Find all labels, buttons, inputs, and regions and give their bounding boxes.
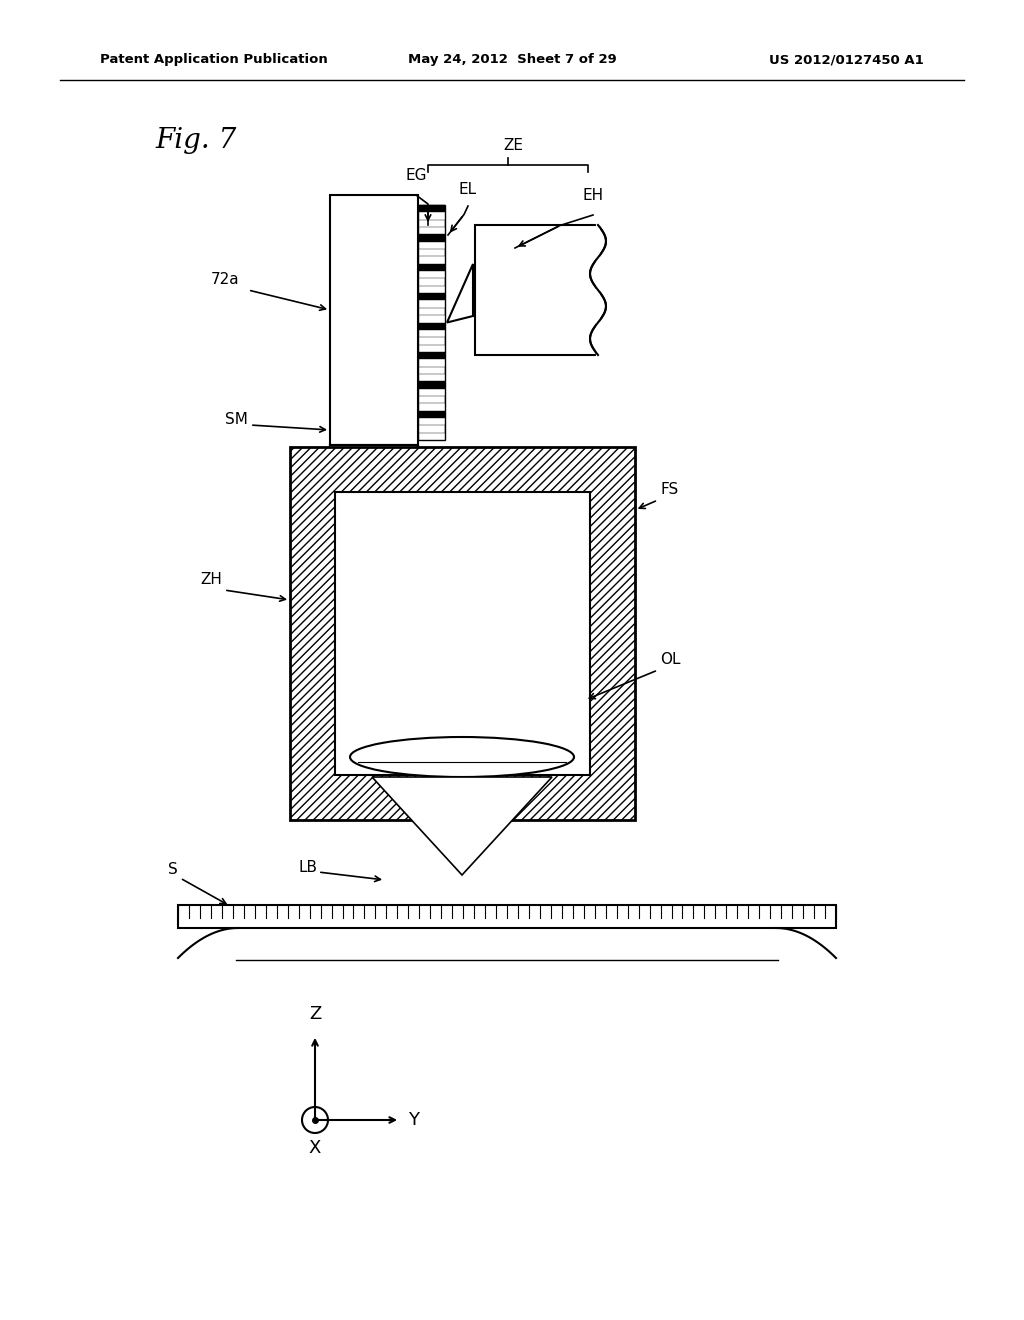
Bar (178, 906, 836, 928)
Bar (330, 195, 418, 445)
Bar (418, 381, 445, 388)
Bar (335, 492, 590, 775)
Bar (418, 219, 445, 227)
Text: X: X (309, 1139, 322, 1158)
Polygon shape (372, 777, 552, 875)
Bar (418, 308, 445, 315)
Text: EH: EH (583, 189, 603, 203)
Bar (418, 205, 445, 213)
Bar (418, 205, 445, 440)
Text: EL: EL (459, 181, 477, 197)
Bar (418, 396, 445, 404)
Bar (418, 352, 445, 359)
Bar (418, 235, 445, 242)
Text: Fig. 7: Fig. 7 (155, 127, 237, 153)
Text: OL: OL (660, 652, 681, 668)
Bar (418, 322, 445, 330)
Bar (418, 425, 445, 433)
Bar (418, 411, 445, 418)
Ellipse shape (350, 737, 574, 777)
Text: Patent Application Publication: Patent Application Publication (100, 54, 328, 66)
Bar (418, 293, 445, 301)
Polygon shape (447, 264, 473, 322)
Text: S: S (168, 862, 178, 878)
Text: 72a: 72a (211, 272, 240, 288)
Text: EG: EG (406, 169, 427, 183)
Bar (418, 279, 445, 286)
Text: Z: Z (309, 1005, 322, 1023)
Bar (475, 224, 598, 355)
Bar (418, 264, 445, 271)
Text: ZH: ZH (200, 573, 222, 587)
Text: FS: FS (660, 483, 678, 498)
Text: SM: SM (225, 412, 248, 428)
Bar (418, 249, 445, 256)
Text: ZE: ZE (503, 137, 523, 153)
Text: May 24, 2012  Sheet 7 of 29: May 24, 2012 Sheet 7 of 29 (408, 54, 616, 66)
Text: Y: Y (408, 1111, 419, 1129)
Bar (418, 367, 445, 374)
Text: US 2012/0127450 A1: US 2012/0127450 A1 (769, 54, 924, 66)
Text: LB: LB (298, 861, 317, 875)
Bar (418, 337, 445, 345)
Bar (290, 447, 635, 820)
